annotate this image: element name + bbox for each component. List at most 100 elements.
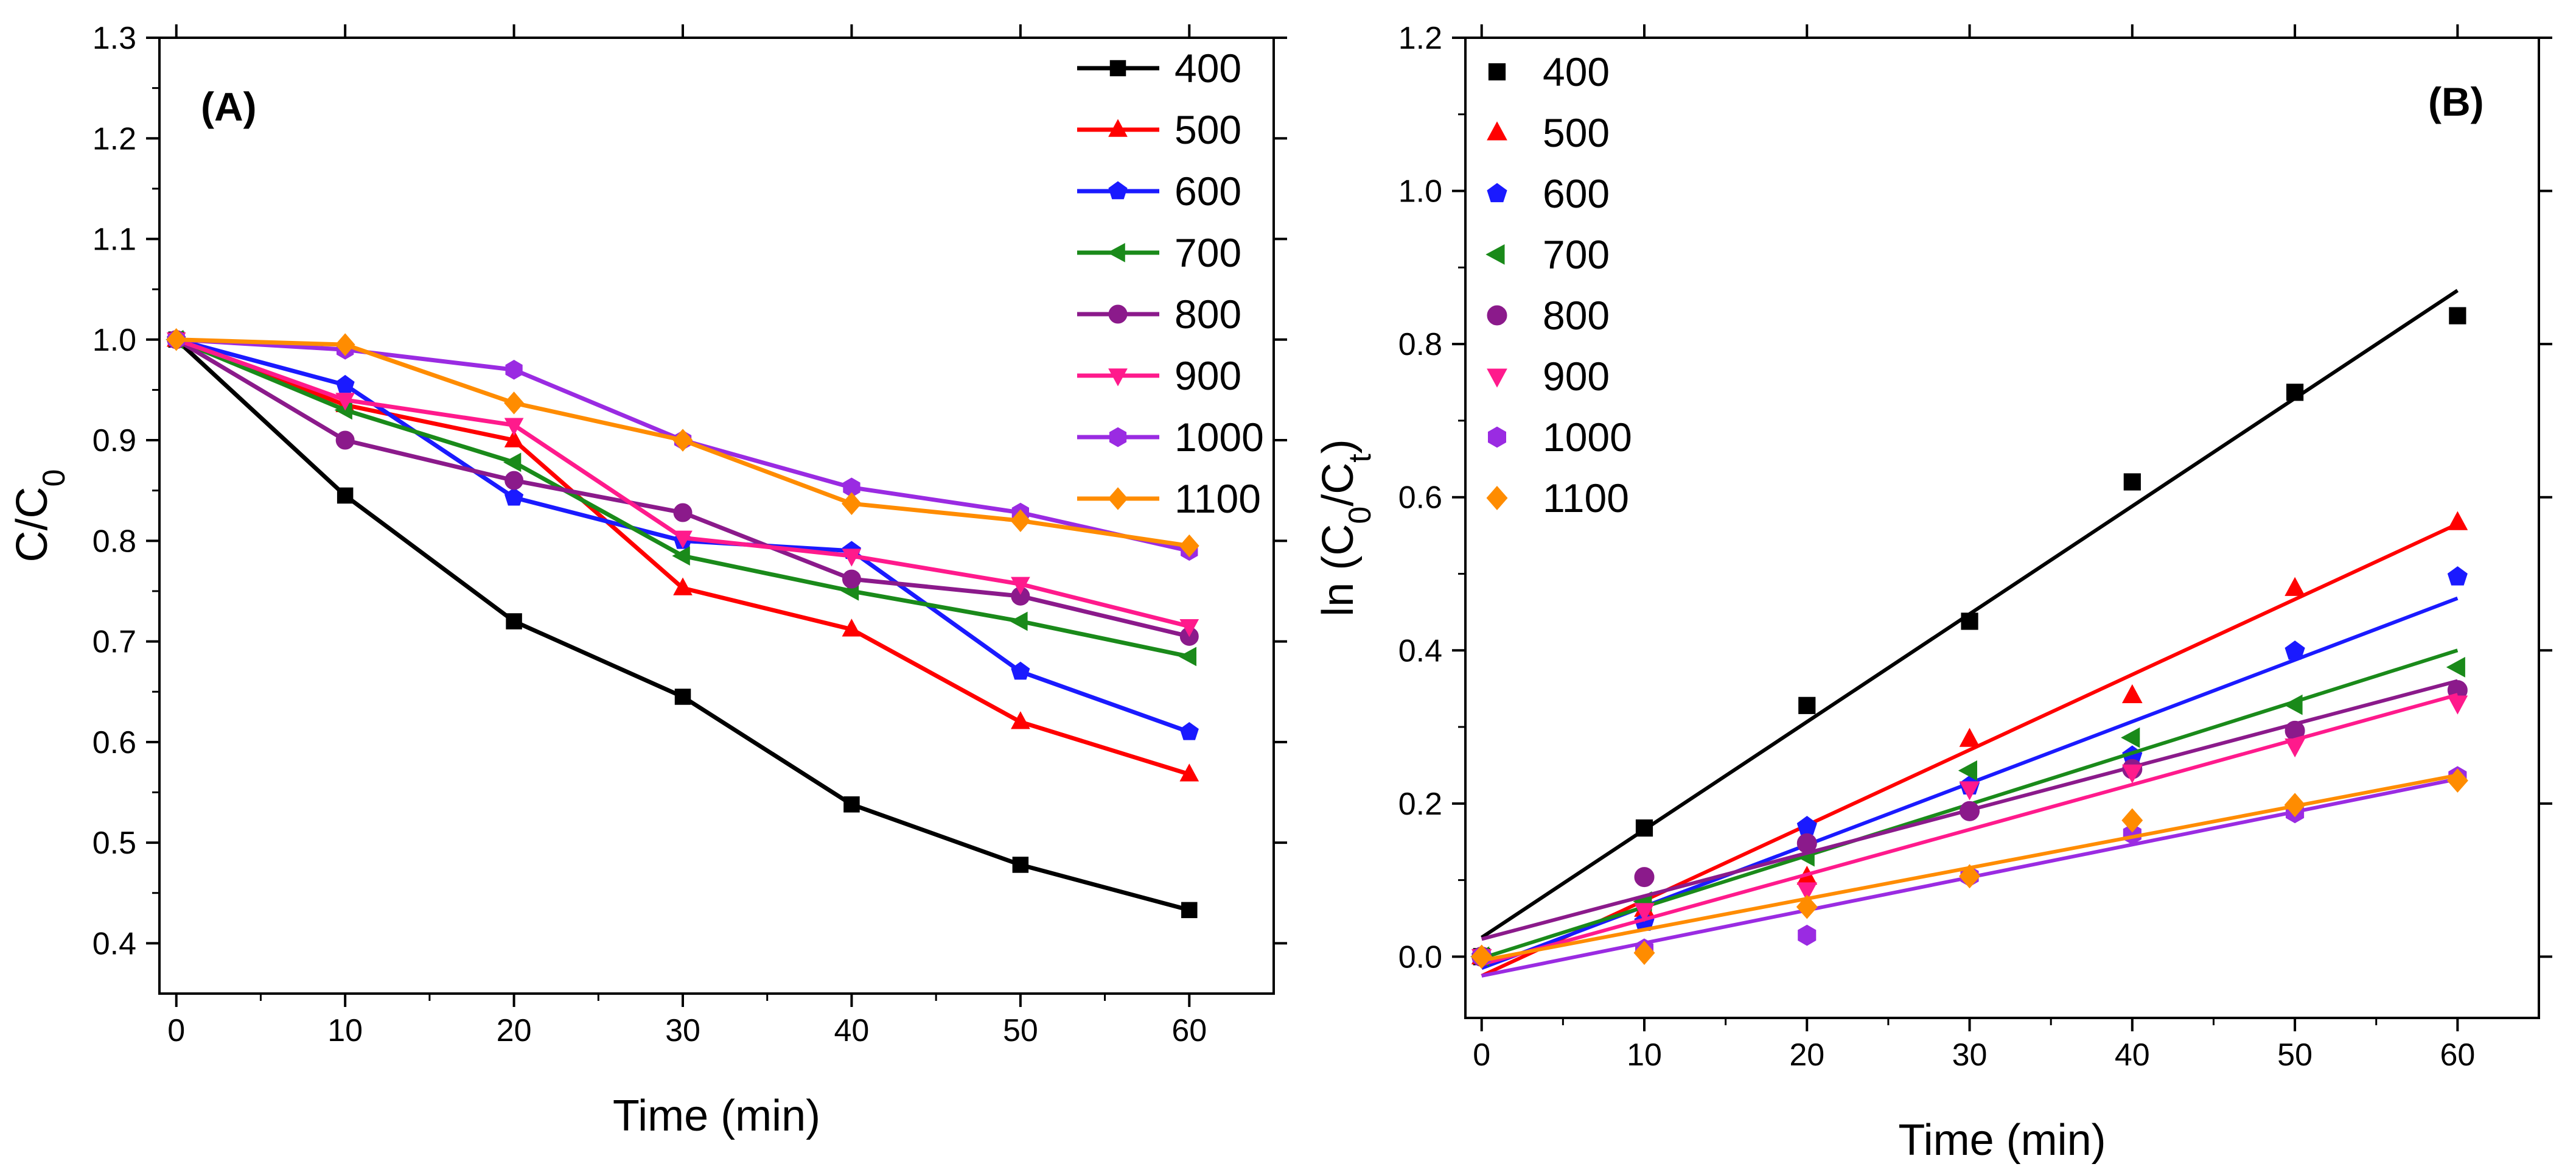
panel-a-data-point: [1179, 763, 1199, 782]
panel-a-legend-label: 800: [1175, 292, 1241, 337]
panel-b-legend-label: 800: [1543, 293, 1610, 338]
panel-b-data-point: [1961, 612, 1978, 630]
panel-b-data-point: [2285, 577, 2305, 596]
panel-b-legend-label: 500: [1543, 110, 1610, 155]
panel-a-y-tick-label: 1.2: [92, 121, 136, 156]
panel-b-legend-marker: [1487, 368, 1507, 388]
panel-a-legend-label: 600: [1175, 169, 1241, 214]
panel-a-data-point: [1178, 647, 1196, 667]
panel-a-legend-label: 1000: [1175, 415, 1264, 460]
panel-b-data-point: [1959, 781, 1980, 801]
panel-a-y-axis-title: C/C0: [8, 469, 72, 563]
panel-a-data-point: [504, 418, 524, 436]
panel-a-legend-marker: [1107, 243, 1125, 262]
panel-b-legend-label: 600: [1543, 171, 1610, 216]
panel-a-label: (A): [201, 84, 257, 129]
panel-b-x-tick-label: 40: [2115, 1037, 2150, 1073]
panel-a-legend-label: 400: [1175, 46, 1241, 91]
panel-a-legend-label: 900: [1175, 353, 1241, 398]
panel-b-legend-label: 400: [1543, 49, 1610, 94]
panel-a-legend-label: 1100: [1175, 476, 1261, 521]
y-title-main: ): [1314, 439, 1363, 454]
panel-a-legend-marker: [1108, 487, 1128, 510]
panel-a-legend-marker: [1108, 368, 1128, 387]
panel-a-legend-marker: [1109, 60, 1126, 77]
panel-b-legend-label: 1000: [1543, 415, 1632, 460]
panel-a-y-tick-label: 1.3: [92, 21, 136, 56]
y-title-main: /C: [1314, 463, 1363, 507]
panel-a-data-point: [842, 492, 862, 515]
panel-a-legend-marker: [1109, 427, 1127, 447]
panel-a-data-point: [1010, 611, 1028, 631]
panel-a-data-point: [842, 569, 861, 589]
panel-b-data-point: [1471, 944, 1493, 969]
panel-a-data-point: [673, 503, 693, 522]
panel-a-chart: 0 10 20 30 40 50 60 0.4 0.5 0.6 0.7 0.8 0.9 1.0 1.1 1.2…: [8, 21, 1287, 1140]
panel-a-y-tick-label: 0.9: [92, 423, 136, 458]
panel-a-data-point: [504, 429, 524, 447]
panel-b-data-point: [2123, 473, 2141, 491]
panel-a-x-tick-label: 20: [497, 1013, 532, 1048]
panel-a-series-1100: [166, 328, 1199, 558]
panel-b-series-800: [1471, 679, 2468, 967]
panel-a-data-point: [1179, 721, 1199, 740]
panel-a-data-point: [1179, 619, 1199, 637]
panel-a-legend-label: 700: [1175, 230, 1241, 275]
panel-a-data-point: [1181, 902, 1198, 919]
panel-b-data-point: [1798, 696, 1816, 714]
panel-a-y-tick-label: 0.8: [92, 524, 136, 559]
panel-a-data-point: [842, 619, 862, 637]
panel-a-data-point: [1011, 711, 1030, 729]
panel-b-data-point: [2446, 768, 2468, 793]
panel-a-data-point: [335, 333, 355, 356]
y-title-main: ln (C: [1314, 524, 1363, 617]
panel-a-x-axis-title: Time (min): [613, 1092, 820, 1140]
panel-a-legend-label: 500: [1175, 107, 1241, 152]
panel-b-legend-label: 700: [1543, 232, 1610, 277]
panel-b-data-point: [1796, 882, 1818, 902]
panel-b-legend-marker: [1488, 426, 1506, 448]
panel-a-plot-frame: [158, 37, 1275, 995]
panel-b-x-tick-label: 10: [1627, 1037, 1662, 1073]
panel-b-y-tick-label: 0.6: [1398, 480, 1442, 516]
panel-a-y-tick-label: 0.6: [92, 725, 136, 760]
panel-a-data-point: [1011, 661, 1030, 680]
panel-b-legend: 400 500 600 700 800 900 1000 1100: [1485, 49, 1632, 521]
panel-a-data-point: [337, 487, 354, 504]
panel-b-x-tick-label: 20: [1789, 1037, 1824, 1073]
panel-b-data-point: [1959, 864, 1980, 889]
panel-b-label: (B): [2428, 79, 2484, 124]
panel-a-legend: 400 500 600 700 800 900 1000 1100: [1077, 46, 1264, 521]
panel-b-data-point: [2447, 566, 2468, 586]
panel-a-data-point: [673, 530, 693, 549]
panel-b-x-tick-label: 50: [2277, 1037, 2312, 1073]
panel-b-data-point: [1958, 760, 1977, 781]
panel-b-data-point: [1960, 801, 1980, 821]
panel-b-y-axis-title: ln (C0/Ct): [1314, 439, 1378, 616]
panel-b-y-tick-label: 0.0: [1398, 939, 1442, 975]
panel-a-legend-marker: [1108, 119, 1128, 137]
panel-a-y-tick-label: 1.1: [92, 222, 136, 258]
panel-a-data-point: [1012, 857, 1029, 873]
panel-b-x-tick-label: 0: [1473, 1037, 1490, 1073]
panel-a-data-point: [335, 430, 355, 450]
panel-a-data-point: [672, 546, 690, 566]
panel-b-data-point: [1959, 728, 1980, 747]
panel-b-data-point: [2285, 640, 2305, 660]
panel-a-data-point: [672, 429, 693, 452]
panel-a-x-tick-label: 50: [1003, 1013, 1038, 1048]
panel-a-data-point: [843, 796, 860, 813]
y-title-subscript: 0: [37, 469, 72, 487]
panel-a-y-tick-label: 0.4: [92, 926, 136, 961]
panel-b-y-tick-label: 0.4: [1398, 633, 1442, 668]
panel-b-data-point: [1635, 819, 1653, 837]
panel-a-data-point: [505, 360, 523, 380]
panel-a-data-point: [673, 577, 693, 595]
panel-b-series-1100: [1471, 768, 2468, 969]
panel-b-y-tick-label: 1.0: [1398, 174, 1442, 209]
panel-b-data-point: [2286, 384, 2304, 401]
panel-a-y-tick-label: 1.0: [92, 323, 136, 358]
panel-b-y-tick-label: 0.8: [1398, 327, 1442, 362]
panel-b-data-point: [1796, 894, 1818, 919]
